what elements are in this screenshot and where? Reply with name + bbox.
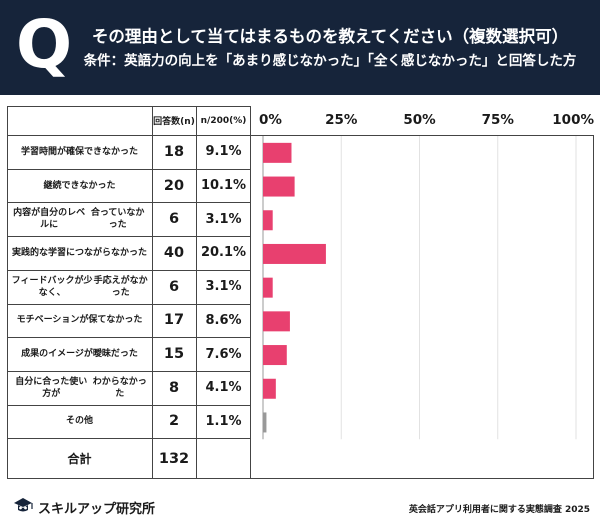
table-row-percent: 7.6% xyxy=(205,346,242,362)
table-row-label: 成果のイメージが曖昧だった xyxy=(11,337,148,371)
table-row-label-line: 手応えがなかった xyxy=(93,275,148,298)
table-row-divider xyxy=(7,303,251,305)
table-row-label-line: フィードバックが少なく、 xyxy=(11,275,93,298)
table-row-label-line: わからなかった xyxy=(92,376,147,399)
brand-name: スキルアップ研究所 xyxy=(38,502,156,517)
question-title: その理由として当てはまるものを教えてください（複数選択可） xyxy=(91,27,569,46)
table-row-percent: 8.6% xyxy=(205,312,242,328)
table-row-divider xyxy=(7,202,251,204)
table-col-divider xyxy=(7,106,8,479)
table-row-divider xyxy=(7,106,251,107)
table-row-label-line: 内容が自分のレベルに xyxy=(13,208,86,231)
table-row-count: 8 xyxy=(168,379,180,396)
table-row-percent: 4.1% xyxy=(205,380,242,396)
table-row-label: 実践的な学習に つながらなかった xyxy=(11,236,148,270)
bar xyxy=(263,311,290,332)
x-tick-label: 25% xyxy=(325,112,358,128)
bar-chart xyxy=(262,136,577,440)
table-row-count: 20 xyxy=(163,177,185,194)
table-row-label-line: その他 xyxy=(65,416,93,427)
table-col-divider xyxy=(196,106,197,479)
results-table: 回答数(n) n/200(%) 学習時間が確保できなかった 18 9.1% 継続できなかっ… xyxy=(7,106,251,479)
table-row-percent: 1.1% xyxy=(205,413,242,429)
table-row-count: 6 xyxy=(168,278,180,295)
table-row-label-line: 合っていなかった xyxy=(90,208,145,231)
total-count: 132 xyxy=(158,450,190,467)
table-row-count: 6 xyxy=(168,211,180,228)
table-row-divider xyxy=(7,168,251,170)
table-row-label-line: 成果のイメージが曖昧だった xyxy=(21,349,138,360)
table-row-label: その他 xyxy=(11,405,148,439)
table-row-label-line: 継続できなかった xyxy=(43,180,116,191)
brand-logo-icon xyxy=(14,498,33,512)
table-row-label: 自分に合った使い方が わからなかった xyxy=(11,371,148,405)
table-col-divider xyxy=(152,106,153,479)
table-row-percent: 10.1% xyxy=(200,178,247,194)
question-condition: 条件：英語力の向上を「あまり感じなかった」「全く感じなかった」と回答した方 xyxy=(83,53,577,69)
table-row-divider xyxy=(7,478,251,479)
table-row-label: 継続できなかった xyxy=(11,169,148,203)
plot-frame xyxy=(251,135,594,479)
bar xyxy=(263,277,273,298)
table-row-count: 18 xyxy=(163,143,185,160)
table-row-percent: 3.1% xyxy=(205,279,242,295)
q-icon: Q xyxy=(15,6,73,83)
table-row-count: 17 xyxy=(163,312,185,329)
table-row-divider xyxy=(7,337,251,339)
x-tick-label: 50% xyxy=(403,112,436,128)
bar xyxy=(263,345,287,366)
column-header-count: 回答数(n) xyxy=(153,117,195,127)
table-row-label: モチベーションが保てなかった xyxy=(11,304,148,338)
table-row-count: 15 xyxy=(163,346,185,363)
bar xyxy=(263,176,295,197)
table-row-count: 40 xyxy=(163,244,185,261)
x-tick-label: 100% xyxy=(552,112,594,128)
column-header-percent: n/200(%) xyxy=(200,115,247,126)
table-row-label-line: つながらなかった xyxy=(75,247,148,258)
table-row-divider xyxy=(7,438,251,440)
table-row-label-line: 学習時間が確保できなかった xyxy=(20,146,138,157)
survey-source: 英会話アプリ利用者に関する実態調査 2025 xyxy=(408,505,590,515)
bar xyxy=(263,412,267,433)
table-row-label-line: 自分に合った使い方が xyxy=(15,376,88,399)
table-col-divider xyxy=(250,106,251,479)
table-row-percent: 9.1% xyxy=(205,144,242,160)
table-row-label: 学習時間が確保できなかった xyxy=(11,135,148,169)
table-row-label: 内容が自分のレベルに 合っていなかった xyxy=(11,202,148,236)
bar xyxy=(263,378,276,399)
table-row-label: フィードバックが少なく、 手応えがなかった xyxy=(11,270,148,304)
x-tick-label: 75% xyxy=(481,112,514,128)
table-row-divider xyxy=(7,269,251,271)
table-row-percent: 3.1% xyxy=(205,211,242,227)
x-tick-label: 0% xyxy=(259,112,282,128)
bar xyxy=(263,142,292,163)
table-row-percent: 20.1% xyxy=(200,245,247,261)
table-row-divider xyxy=(7,404,251,406)
table-row-label-line: 実践的な学習に xyxy=(11,247,75,258)
bar xyxy=(263,243,326,264)
table-row-divider xyxy=(7,370,251,372)
table-row-label-line: モチベーションが保てなかった xyxy=(16,315,143,326)
table-row-count: 2 xyxy=(168,413,180,430)
table-row-divider xyxy=(7,236,251,238)
bar xyxy=(263,210,273,231)
table-row-divider xyxy=(7,135,251,136)
header-banner: Q その理由として当てはまるものを教えてください（複数選択可） 条件：英語力の向… xyxy=(0,0,600,95)
total-label: 合計 xyxy=(67,452,92,467)
